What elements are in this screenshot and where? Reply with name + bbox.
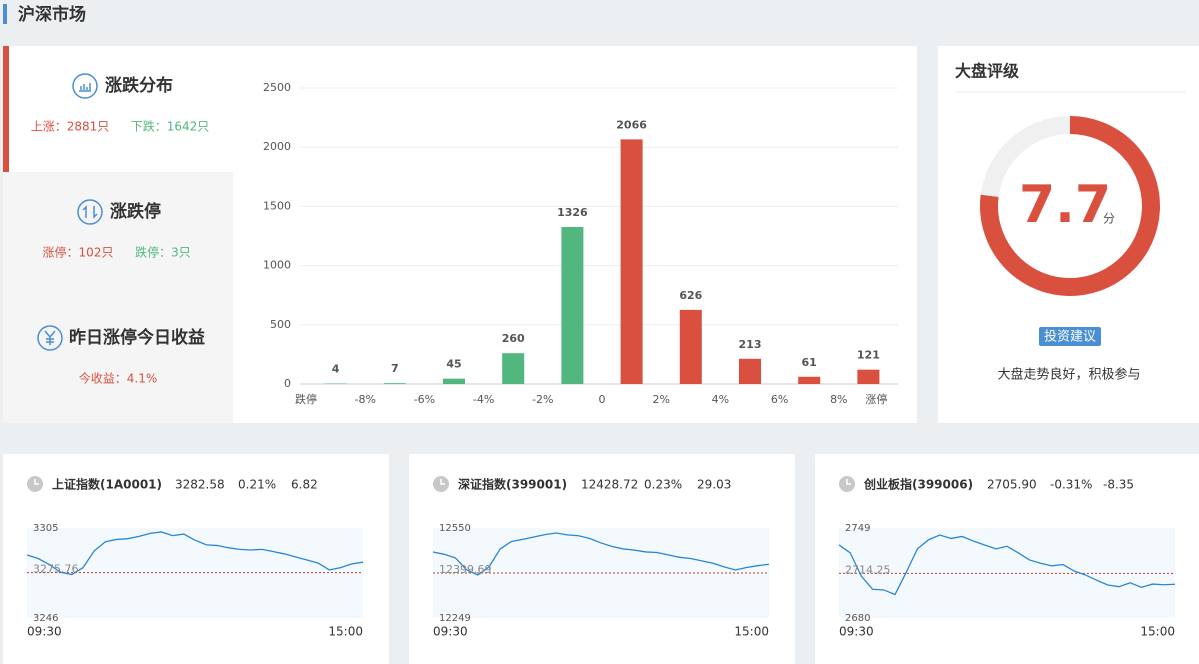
index-name: 创业板指(399006) bbox=[863, 477, 973, 492]
index-change-pct: -0.31% bbox=[1050, 478, 1092, 492]
index-price: 2705.90 bbox=[987, 478, 1037, 492]
x-tick-label: 2% bbox=[652, 393, 669, 406]
x-tick-label: -6% bbox=[414, 393, 435, 406]
bar bbox=[798, 376, 821, 384]
index-price: 12428.72 bbox=[581, 478, 638, 492]
bar-value-label: 213 bbox=[739, 338, 762, 351]
advice-button[interactable] bbox=[1039, 327, 1101, 346]
index-change: 6.82 bbox=[291, 478, 318, 492]
stat: 下跌：1642只 bbox=[131, 119, 210, 134]
index-line bbox=[432, 532, 770, 576]
x-tick-label: -2% bbox=[532, 393, 553, 406]
bar bbox=[857, 369, 880, 384]
clock-hand bbox=[846, 479, 851, 485]
index-change-pct: 0.23% bbox=[644, 478, 682, 492]
header-accent bbox=[3, 4, 7, 24]
stat: 上涨：2881只 bbox=[31, 119, 110, 134]
y-tick-label: 500 bbox=[270, 318, 291, 331]
x-tick-label: 4% bbox=[712, 393, 729, 406]
rating-panel bbox=[938, 46, 1199, 423]
index-change: -8.35 bbox=[1103, 478, 1134, 492]
x-tick-label: 15:00 bbox=[734, 625, 769, 639]
active-indicator bbox=[3, 46, 9, 172]
advice-button-label[interactable]: 投资建议 bbox=[1044, 329, 1096, 345]
sidebar-bg bbox=[3, 172, 233, 423]
icon bbox=[37, 73, 103, 351]
y-tick-label: 1000 bbox=[263, 259, 291, 272]
prev-close-label: 2714.25 bbox=[845, 563, 891, 576]
y-tick-label: 3246 bbox=[33, 613, 58, 624]
bar bbox=[679, 309, 702, 384]
advice-text: 大盘走势良好，积极参与 bbox=[997, 367, 1140, 383]
gauge-unit: 分 bbox=[1103, 212, 1115, 226]
x-tick-label: 6% bbox=[771, 393, 788, 406]
clock-hand bbox=[440, 479, 445, 485]
bar bbox=[502, 353, 525, 384]
bar bbox=[739, 358, 761, 384]
bar-value-label: 2066 bbox=[616, 118, 647, 131]
index-change: 29.03 bbox=[697, 478, 731, 492]
index-price: 3282.58 bbox=[175, 478, 225, 492]
x-tick-label: 09:30 bbox=[27, 625, 62, 639]
sidebar-title: 涨跌分布 bbox=[105, 75, 173, 96]
prev-close-label: 12399.69 bbox=[439, 563, 492, 576]
rating-title: 大盘评级 bbox=[955, 62, 1020, 81]
x-tick-label: 15:00 bbox=[1140, 625, 1175, 639]
stat: 涨停：102只 bbox=[43, 245, 114, 260]
index-line bbox=[26, 531, 364, 576]
bar-value-label: 1326 bbox=[557, 206, 588, 219]
bar-value-label: 626 bbox=[679, 289, 702, 302]
y-tick-label: 12249 bbox=[439, 613, 471, 624]
y-tick-label: 2680 bbox=[845, 613, 870, 624]
y-tick-label: 2000 bbox=[263, 140, 291, 153]
x-tick-label: 0 bbox=[599, 393, 606, 406]
x-tick-label: 8% bbox=[830, 393, 847, 406]
x-tick-label: 09:30 bbox=[839, 625, 874, 639]
bar bbox=[561, 227, 584, 384]
gauge-score: 7.7 bbox=[1019, 175, 1111, 235]
y-tick-label: 12550 bbox=[439, 523, 471, 534]
bar-value-label: 260 bbox=[502, 332, 525, 345]
bar bbox=[443, 378, 465, 384]
y-tick-label: 2500 bbox=[263, 81, 291, 94]
header-title: 沪深市场 bbox=[18, 4, 86, 25]
clock-hand bbox=[34, 479, 39, 485]
stat: 今收益：4.1% bbox=[79, 371, 158, 386]
bar-value-label: 45 bbox=[446, 358, 461, 371]
y-tick-label: 1500 bbox=[263, 199, 291, 212]
index-name: 上证指数(1A0001) bbox=[52, 477, 162, 492]
bar-value-label: 61 bbox=[802, 356, 817, 369]
index-name: 深证指数(399001) bbox=[458, 477, 567, 492]
x-tick-label: 跌停 bbox=[295, 392, 317, 406]
y-tick-label: 0 bbox=[284, 377, 291, 390]
prev-close-label: 3275.76 bbox=[33, 563, 79, 576]
x-tick-label: -4% bbox=[473, 393, 494, 406]
index-line bbox=[838, 534, 1176, 596]
x-tick-label: -8% bbox=[354, 393, 375, 406]
bar bbox=[383, 383, 406, 384]
bar-value-label: 121 bbox=[857, 349, 880, 362]
sidebar-title[interactable]: 涨跌停 bbox=[110, 201, 161, 222]
x-tick-label: 15:00 bbox=[328, 625, 363, 639]
gauge-arc bbox=[980, 116, 1160, 296]
x-tick-label: 09:30 bbox=[433, 625, 468, 639]
bar bbox=[620, 139, 643, 384]
y-tick-label: 3305 bbox=[33, 523, 58, 534]
y-tick-label: 2749 bbox=[845, 523, 870, 534]
index-change-pct: 0.21% bbox=[238, 478, 276, 492]
stat: 跌停：3只 bbox=[135, 245, 191, 260]
bar-value-label: 4 bbox=[332, 363, 340, 376]
sidebar-title[interactable]: 昨日涨停今日收益 bbox=[69, 327, 205, 348]
bar-value-label: 7 bbox=[391, 362, 399, 375]
x-tick-label: 涨停 bbox=[865, 392, 887, 406]
